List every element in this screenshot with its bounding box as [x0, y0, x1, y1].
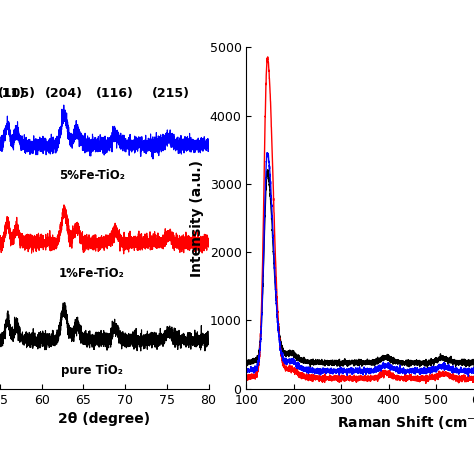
Text: 5%Fe-TiO₂: 5%Fe-TiO₂ [59, 169, 125, 182]
Text: pure TiO₂: pure TiO₂ [61, 365, 123, 377]
Text: (211): (211) [0, 87, 26, 100]
Text: 1%Fe-TiO₂: 1%Fe-TiO₂ [59, 267, 125, 280]
X-axis label: Raman Shift (cm$^{-1}$): Raman Shift (cm$^{-1}$) [337, 412, 474, 433]
Text: (116): (116) [96, 87, 134, 100]
Text: (215): (215) [152, 87, 190, 100]
Text: (204): (204) [45, 87, 83, 100]
Y-axis label: Intensity (a.u.): Intensity (a.u.) [190, 160, 204, 276]
Text: (105): (105) [0, 87, 36, 100]
X-axis label: 2θ (degree): 2θ (degree) [58, 412, 150, 426]
